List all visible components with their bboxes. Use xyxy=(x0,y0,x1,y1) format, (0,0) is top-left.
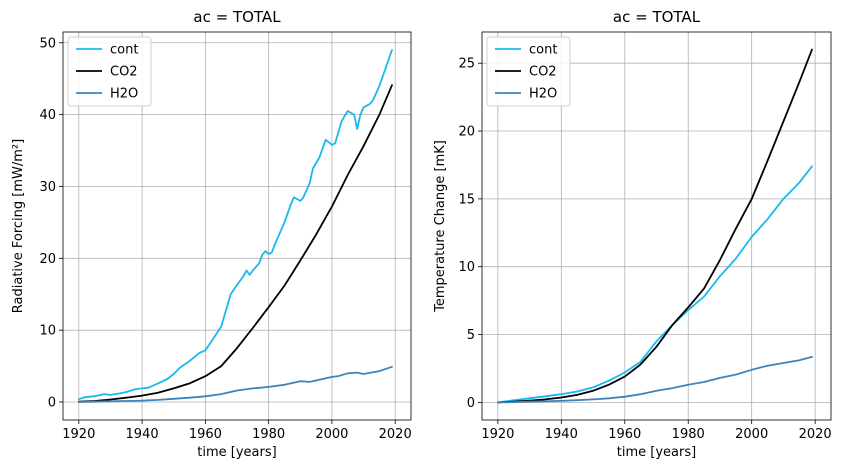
y-tick-label: 0 xyxy=(48,396,56,411)
legend-label: CO2 xyxy=(110,65,138,80)
y-tick-label: 30 xyxy=(39,180,56,195)
x-tick-label: 1920 xyxy=(62,427,95,442)
series-line-co2 xyxy=(77,84,393,403)
legend: cont CO2 H2O xyxy=(486,36,571,107)
x-tick-label: 1920 xyxy=(481,427,514,442)
x-tick-label: 2020 xyxy=(799,427,832,442)
legend-label: H2O xyxy=(110,87,138,102)
series-line-co2 xyxy=(497,48,813,404)
x-axis-label: time [years] xyxy=(617,445,696,460)
series-line-h2o xyxy=(77,365,393,403)
series-line-cont xyxy=(497,165,813,404)
legend-label: H2O xyxy=(529,87,557,102)
series-line-cont xyxy=(77,49,393,401)
series-line-h2o xyxy=(497,356,813,404)
right-chart-temperature-change: 1920 1940 1960 1980 2000 2020 0 5 10 15 20 25 ac = T… xyxy=(433,8,832,460)
x-tick-label: 1940 xyxy=(545,427,578,442)
legend-label: cont xyxy=(110,43,138,58)
left-chart-radiative-forcing: 1920 1940 1960 1980 2000 2020 0 10 20 30 40 50 ac = … xyxy=(11,8,412,460)
x-tick-label: 1940 xyxy=(126,427,159,442)
y-tick-label: 10 xyxy=(458,260,475,275)
x-tick-label: 1980 xyxy=(252,427,285,442)
y-tick-label: 0 xyxy=(467,396,475,411)
y-axis-label: Temperature Change [mK] xyxy=(433,140,448,313)
y-tick-label: 50 xyxy=(39,36,56,51)
x-tick-label: 1980 xyxy=(672,427,705,442)
y-tick-label: 20 xyxy=(458,125,475,140)
x-tick-label: 2000 xyxy=(735,427,768,442)
legend: cont CO2 H2O xyxy=(67,36,152,107)
x-tick-label: 1960 xyxy=(189,427,222,442)
y-tick-label: 20 xyxy=(39,252,56,267)
chart-title: ac = TOTAL xyxy=(193,8,281,26)
plot-frame xyxy=(62,31,412,421)
y-tick-label: 10 xyxy=(39,324,56,339)
y-tick-label: 15 xyxy=(458,192,475,207)
legend-label: cont xyxy=(529,43,557,58)
x-axis-label: time [years] xyxy=(197,445,276,460)
y-tick-label: 40 xyxy=(39,108,56,123)
x-tick-label: 2000 xyxy=(315,427,348,442)
y-tick-label: 5 xyxy=(467,328,475,343)
y-axis-label: Radiative Forcing [mW/m²] xyxy=(11,139,26,313)
plot-frame xyxy=(481,31,832,421)
legend-label: CO2 xyxy=(529,65,557,80)
x-tick-label: 1960 xyxy=(608,427,641,442)
legend-box xyxy=(67,36,152,107)
legend-box xyxy=(486,36,571,107)
x-tick-label: 2020 xyxy=(379,427,412,442)
y-tick-label: 25 xyxy=(458,57,475,72)
chart-title: ac = TOTAL xyxy=(613,8,701,26)
